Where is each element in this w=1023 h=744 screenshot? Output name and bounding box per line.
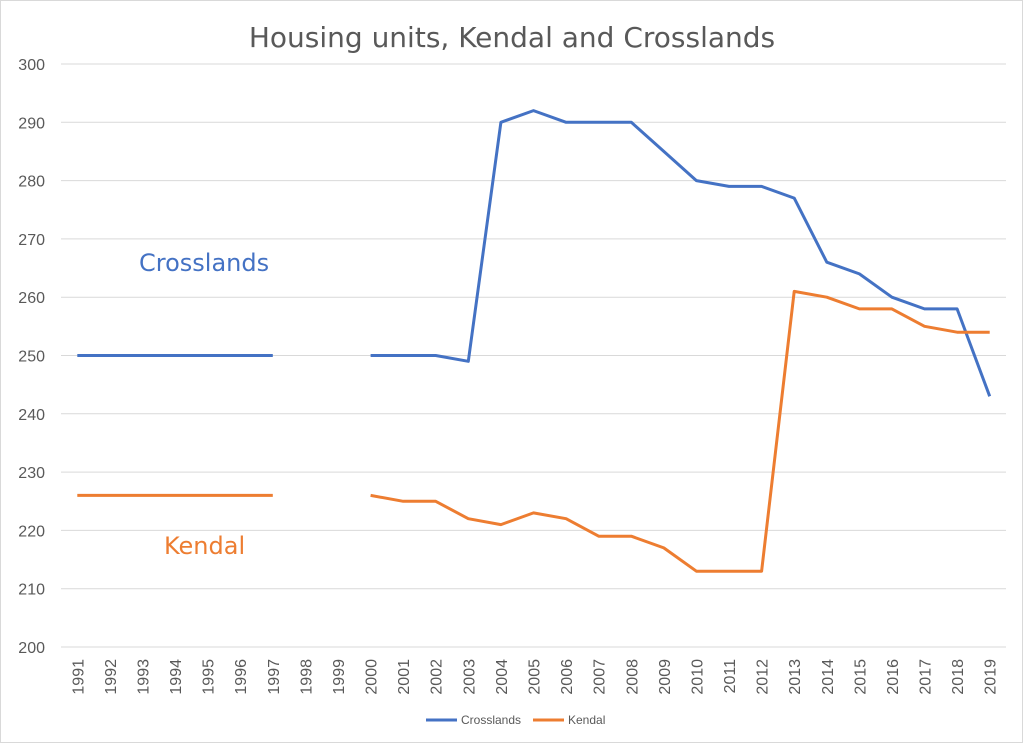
y-tick-label: 260 <box>18 290 45 307</box>
x-tick-label: 1997 <box>266 659 283 695</box>
y-tick-label: 270 <box>18 232 45 249</box>
y-tick-label: 200 <box>18 640 45 657</box>
x-tick-label: 2006 <box>559 659 576 695</box>
series-lines <box>77 109 992 573</box>
x-tick-label: 1991 <box>70 659 87 695</box>
x-tick-label: 2013 <box>787 659 804 695</box>
x-tick-label: 2007 <box>592 659 609 695</box>
x-tick-label: 2011 <box>722 659 739 694</box>
x-tick-label: 1996 <box>233 659 250 695</box>
annotation-crosslands: Crosslands <box>139 249 269 277</box>
y-tick-label: 210 <box>18 582 45 599</box>
y-tick-label: 280 <box>18 174 45 191</box>
y-tick-label: 240 <box>18 407 45 424</box>
x-tick-label: 2009 <box>657 659 674 695</box>
y-tick-label: 250 <box>18 349 45 366</box>
x-tick-label: 2018 <box>950 659 967 695</box>
x-tick-label: 1999 <box>331 659 348 695</box>
x-tick-label: 2002 <box>429 659 446 695</box>
x-tick-label: 2019 <box>983 659 1000 695</box>
x-tick-label: 2017 <box>918 659 935 695</box>
x-tick-label: 1992 <box>103 659 120 695</box>
x-tick-label: 2004 <box>494 659 511 695</box>
x-tick-label: 1998 <box>298 659 315 695</box>
x-tick-label: 1995 <box>201 659 218 695</box>
annotation-kendal: Kendal <box>164 532 245 560</box>
x-tick-label: 2012 <box>755 659 772 695</box>
series-line-kendal <box>77 289 990 573</box>
x-tick-label: 2008 <box>624 659 641 695</box>
x-tick-label: 1994 <box>168 659 185 695</box>
legend-label-crosslands: Crosslands <box>461 713 521 727</box>
x-tick-label: 2005 <box>527 659 544 695</box>
x-tick-label: 2015 <box>852 659 869 695</box>
legend-label-kendal: Kendal <box>568 713 605 727</box>
x-tick-label: 2010 <box>689 659 706 695</box>
x-tick-label: 2000 <box>364 659 381 695</box>
y-tick-label: 290 <box>18 115 45 132</box>
y-tick-label: 300 <box>18 57 45 74</box>
chart-title: Housing units, Kendal and Crosslands <box>249 21 775 54</box>
x-tick-label: 2014 <box>820 659 837 695</box>
series-line-crosslands <box>77 109 992 397</box>
x-tick-label: 1993 <box>135 659 152 695</box>
legend: Crosslands Kendal <box>426 713 605 727</box>
y-tick-label: 230 <box>18 465 45 482</box>
y-tick-label: 220 <box>18 523 45 540</box>
y-axis-ticks: 200 210 220 230 240 250 260 270 280 290 300 <box>18 57 45 657</box>
x-tick-label: 2016 <box>885 659 902 695</box>
x-tick-label: 2001 <box>396 659 413 695</box>
x-tick-label: 2003 <box>461 659 478 695</box>
x-axis-ticks: 1991 1992 1993 1994 1995 1996 1997 1998 1999 2000… <box>70 659 999 695</box>
